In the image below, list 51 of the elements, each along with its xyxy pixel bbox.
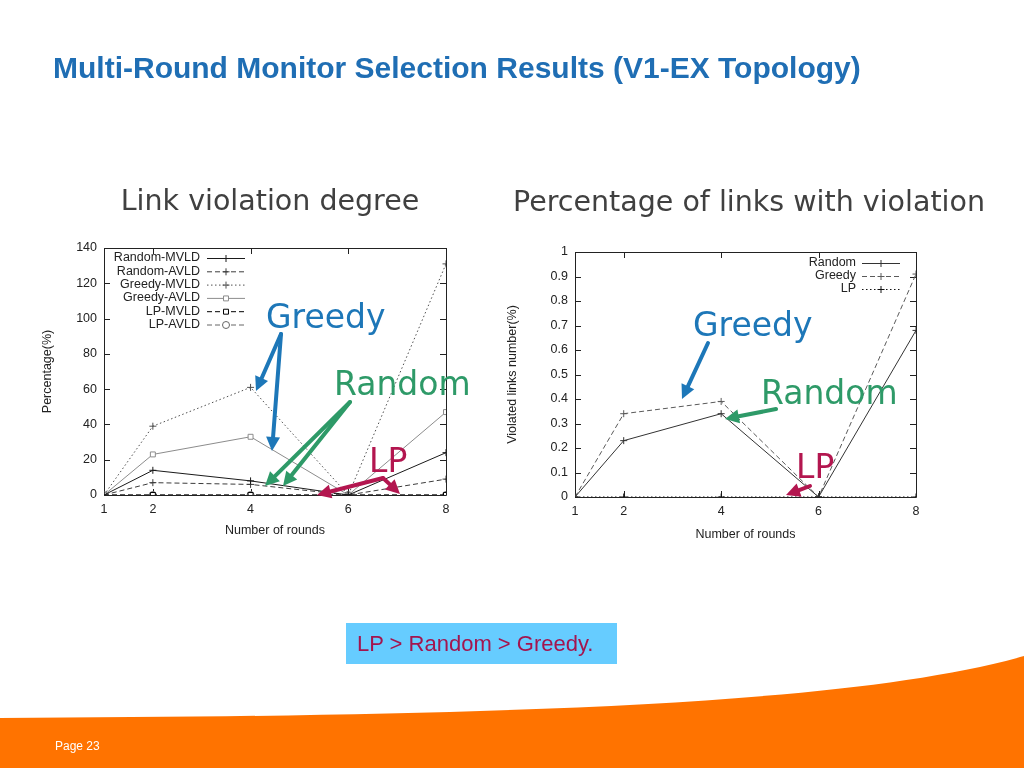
annotation: LP <box>796 447 835 486</box>
y-tick-label: 80 <box>83 346 98 361</box>
legend-label: Greedy <box>815 268 857 283</box>
legend-label: Greedy-MVLD <box>120 277 200 292</box>
x-tick-label: 1 <box>100 501 108 516</box>
y-tick-label: 0.9 <box>550 268 569 283</box>
text: Page 23 <box>55 739 100 754</box>
legend-label: LP-MVLD <box>145 303 200 318</box>
legend-label: LP <box>840 281 856 296</box>
y-tick-label: 120 <box>76 275 98 290</box>
text: Multi-Round Monitor Selection Results (V1-EX Topology) <box>53 51 861 84</box>
y-tick-label: 0.4 <box>550 391 569 406</box>
y-tick-label: 1 <box>561 244 569 259</box>
chart-title: Link violation degree <box>120 184 420 218</box>
y-tick-label: 140 <box>76 240 98 255</box>
y-tick-label: 0.2 <box>550 440 569 455</box>
x-tick-label: 4 <box>247 501 255 516</box>
y-tick-label: 0.5 <box>550 366 569 381</box>
annotation: Greedy <box>693 305 813 344</box>
y-tick-label: 0 <box>561 489 569 504</box>
annotation: Greedy <box>266 297 386 336</box>
y-axis-title: Percentage(%) <box>39 329 54 414</box>
x-tick-label: 2 <box>149 501 157 516</box>
chart-title: Percentage of links with violation <box>513 185 985 219</box>
legend-label: Random <box>808 255 856 270</box>
x-axis-title: Number of rounds <box>224 522 326 537</box>
y-tick-label: 0.1 <box>550 464 569 479</box>
y-tick-label: 100 <box>76 311 98 326</box>
y-tick-label: 20 <box>83 452 98 467</box>
x-tick-label: 4 <box>717 503 725 518</box>
x-tick-label: 6 <box>344 501 352 516</box>
x-tick-label: 8 <box>442 501 450 516</box>
legend-label: LP-AVLD <box>148 316 200 331</box>
text: LP > Random > Greedy. <box>346 623 618 664</box>
x-tick-label: 8 <box>912 503 920 518</box>
x-tick-label: 2 <box>620 503 628 518</box>
y-tick-label: 0 <box>90 487 98 502</box>
x-axis-title: Number of rounds <box>695 526 796 541</box>
legend-label: Random-MVLD <box>113 250 200 265</box>
legend-label: Random-AVLD <box>116 263 200 278</box>
y-tick-label: 60 <box>83 381 98 396</box>
y-tick-label: 0.7 <box>550 317 569 332</box>
x-tick-label: 1 <box>571 503 579 518</box>
y-tick-label: 0.8 <box>550 293 569 308</box>
y-axis-title: Violated links number(%) <box>504 305 519 444</box>
y-tick-label: 0.3 <box>550 415 569 430</box>
x-tick-label: 6 <box>815 503 823 518</box>
annotation: LP <box>369 441 408 480</box>
y-tick-label: 40 <box>83 416 98 431</box>
legend-label: Greedy-AVLD <box>123 290 200 305</box>
y-tick-label: 0.6 <box>550 342 569 357</box>
